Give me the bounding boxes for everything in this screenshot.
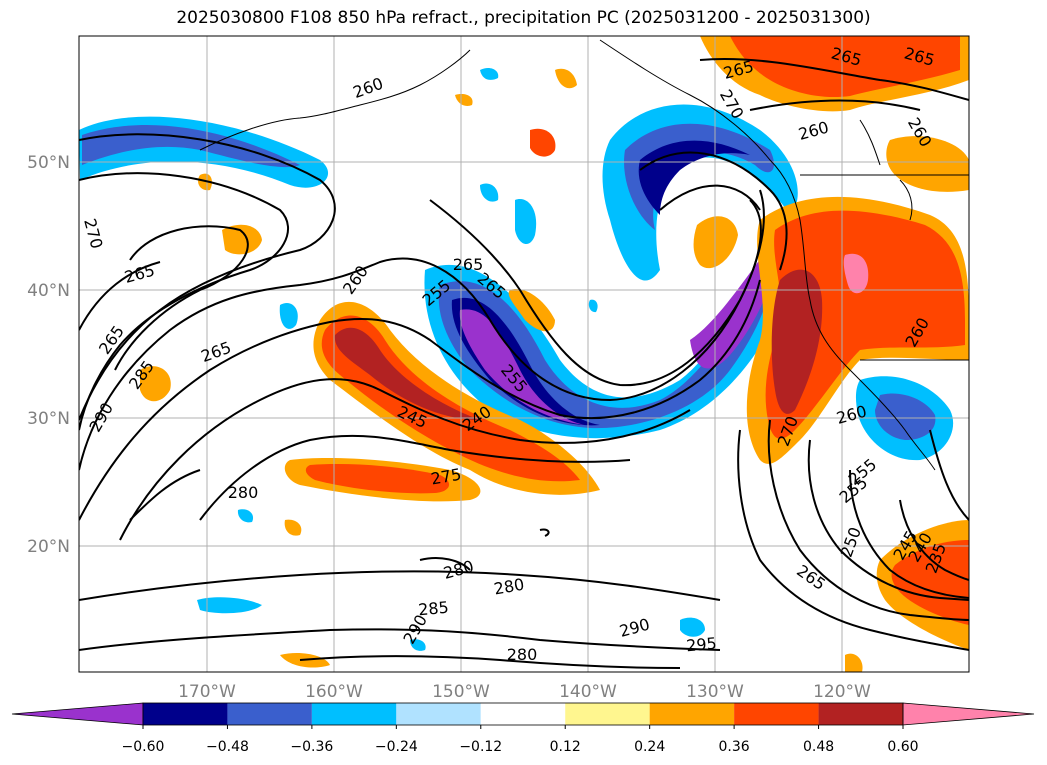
colorbar-frame bbox=[142, 702, 904, 726]
contour-label: 295 bbox=[685, 634, 717, 656]
latitude-tick-label: 30°N bbox=[27, 409, 70, 429]
colorbar-tick-label: 0.48 bbox=[803, 739, 834, 755]
longitude-tick-label: 170°W bbox=[178, 682, 236, 702]
colorbar-tick-label: 0.60 bbox=[887, 739, 918, 755]
contour-label: 285 bbox=[417, 598, 449, 620]
colorbar-tick-label: 0.24 bbox=[634, 739, 665, 755]
contour-label: 265 bbox=[453, 255, 484, 274]
colorbar-tick-label: −0.48 bbox=[206, 739, 249, 755]
latitude-tick-label: 40°N bbox=[27, 281, 70, 301]
longitude-tick-label: 130°W bbox=[686, 682, 744, 702]
colorbar-swatch bbox=[143, 703, 228, 725]
colorbar-tick-label: 0.12 bbox=[550, 739, 581, 755]
colorbar-tick-label: −0.24 bbox=[375, 739, 418, 755]
latitude-tick-label: 50°N bbox=[27, 153, 70, 173]
colorbar-swatch bbox=[227, 703, 312, 725]
colorbar-tick-label: −0.12 bbox=[459, 739, 502, 755]
colorbar-tick-label: 0.36 bbox=[719, 739, 750, 755]
refractivity-contours bbox=[79, 58, 969, 669]
contour-label: 280 bbox=[507, 645, 538, 664]
plot-title: 2025030800 F108 850 hPa refract., precip… bbox=[176, 8, 871, 28]
colorbar-swatch bbox=[311, 703, 397, 725]
longitude-tick-label: 140°W bbox=[559, 682, 617, 702]
coastlines bbox=[199, 39, 969, 471]
longitude-tick-label: 150°W bbox=[432, 682, 490, 702]
colorbar-swatch bbox=[818, 703, 903, 725]
colorbar-tick-label: −0.36 bbox=[290, 739, 333, 755]
latitude-tick-label: 20°N bbox=[27, 537, 70, 557]
longitude-tick-label: 120°W bbox=[813, 682, 871, 702]
longitude-tick-label: 160°W bbox=[305, 682, 363, 702]
colorbar-swatch bbox=[734, 703, 819, 725]
map-frame bbox=[78, 35, 970, 673]
colorbar-extend-low bbox=[11, 702, 144, 726]
latitude-ticks: 50°N 40°N 30°N 20°N bbox=[27, 153, 70, 557]
colorbar-tick-label: −0.60 bbox=[122, 739, 165, 755]
colorbar-swatch bbox=[565, 703, 650, 725]
colorbar-swatch bbox=[649, 703, 735, 725]
contour-label: 280 bbox=[228, 483, 259, 502]
map-area bbox=[79, 36, 969, 672]
colorbar-swatch bbox=[480, 703, 566, 725]
longitude-ticks: 170°W 160°W 150°W 140°W 130°W 120°W bbox=[178, 682, 871, 702]
colorbar-swatch bbox=[396, 703, 481, 725]
colorbar-extend-high bbox=[902, 702, 1035, 726]
